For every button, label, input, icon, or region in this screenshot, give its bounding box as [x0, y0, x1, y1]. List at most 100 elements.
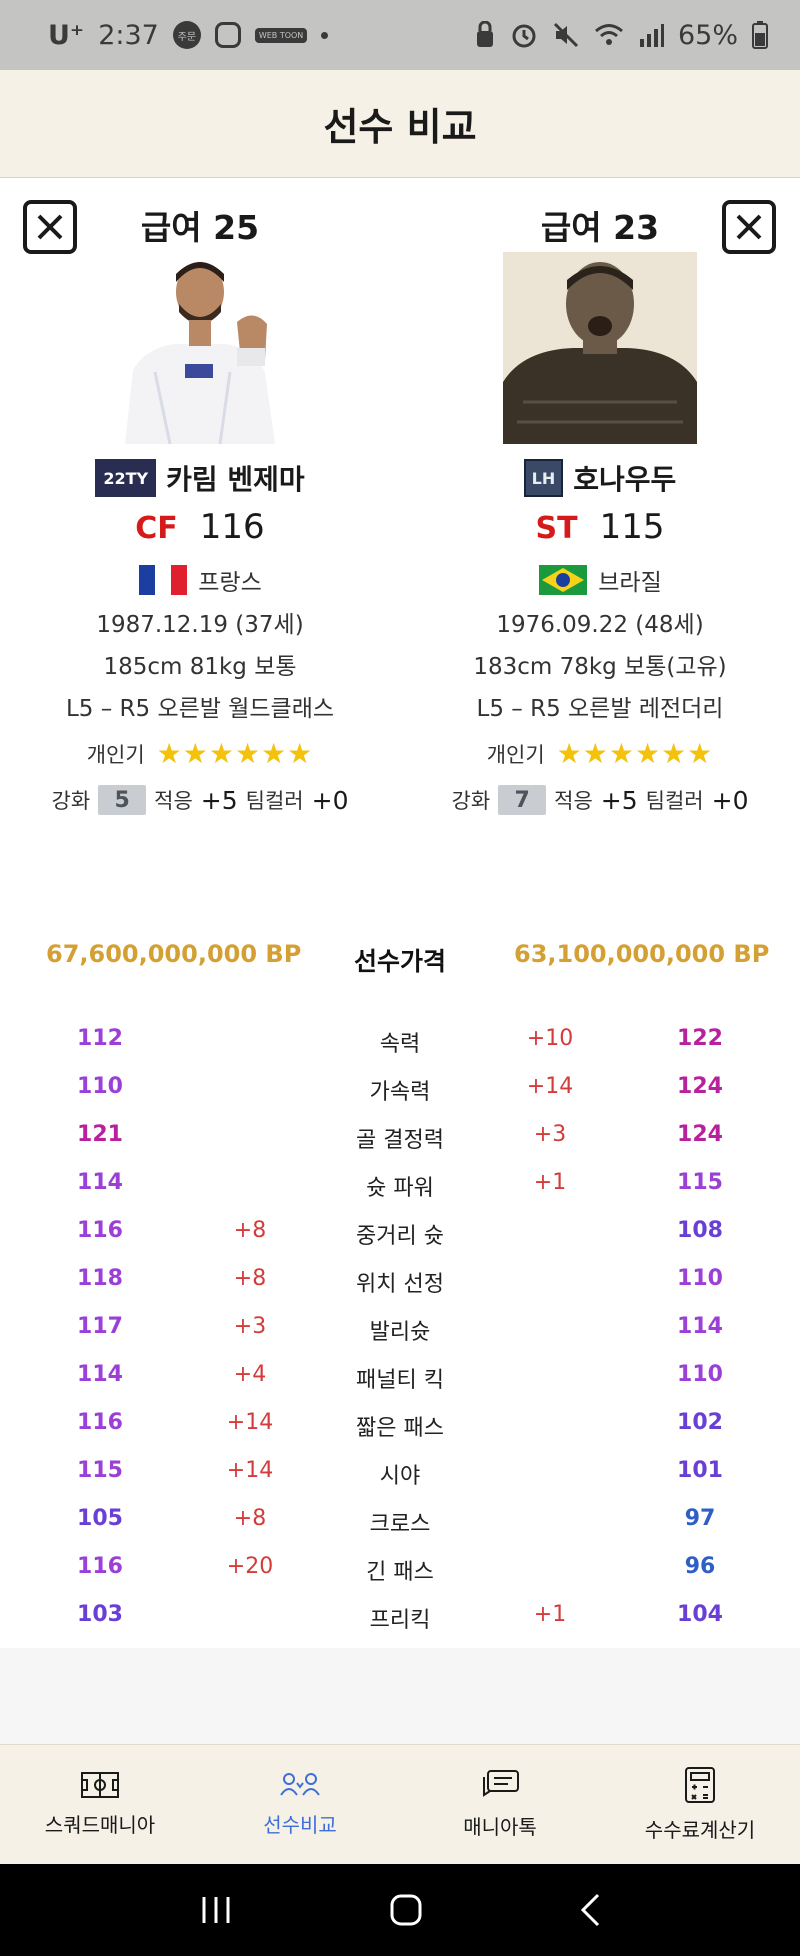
- right-stat-value: 101: [677, 1458, 723, 1483]
- recent-apps-icon[interactable]: [198, 1895, 234, 1925]
- position: CF: [135, 511, 178, 546]
- left-player-price: 67,600,000,000 BP: [46, 940, 302, 968]
- skill-label: 개인기: [86, 742, 145, 767]
- stat-name: 위치 선정: [356, 1272, 444, 1297]
- stat-row: 116 +14 짧은 패스 102: [0, 1402, 800, 1450]
- left-stat-bonus: +14: [226, 1458, 274, 1483]
- carrier-label: U⁺: [48, 19, 85, 51]
- signal-icon: [639, 24, 664, 47]
- mute-icon: [553, 22, 579, 48]
- close-icon: [736, 214, 762, 240]
- stat-name: 발리슛: [369, 1320, 431, 1345]
- back-icon[interactable]: [578, 1893, 602, 1927]
- teamcolor-value[interactable]: +0: [711, 785, 749, 815]
- left-stat-bonus: +8: [233, 1218, 267, 1243]
- left-stat-bonus: +8: [233, 1266, 267, 1291]
- left-stat-bonus: +14: [226, 1410, 274, 1435]
- skill-stars: ★★★★★★: [156, 737, 314, 770]
- position: ST: [535, 511, 578, 546]
- remove-right-player-button[interactable]: [722, 200, 776, 254]
- right-stat-value: 96: [684, 1554, 716, 1579]
- player-photo[interactable]: [125, 252, 275, 444]
- right-stat-value: 110: [677, 1362, 723, 1387]
- france-flag-icon: [139, 565, 188, 595]
- nav-compare-players[interactable]: 선수비교: [200, 1745, 400, 1864]
- upgrade-level[interactable]: 5: [98, 785, 147, 815]
- season-badge: LH: [523, 459, 564, 497]
- right-stat-value: 124: [677, 1074, 723, 1099]
- left-stat-value: 115: [77, 1458, 123, 1483]
- stat-row: 105 +8 크로스 97: [0, 1498, 800, 1546]
- adapt-value[interactable]: +5: [200, 785, 238, 815]
- right-stat-bonus: +14: [526, 1074, 574, 1099]
- stat-name: 긴 패스: [366, 1560, 434, 1585]
- nation: 브라질: [598, 570, 662, 596]
- left-stat-value: 110: [77, 1074, 123, 1099]
- home-icon[interactable]: [389, 1893, 423, 1927]
- stat-name: 짧은 패스: [356, 1416, 444, 1441]
- nav-label: 선수비교: [263, 1813, 337, 1837]
- close-icon: [37, 214, 63, 240]
- overall-rating: 115: [599, 507, 665, 547]
- nation: 프랑스: [198, 570, 262, 596]
- stat-row: 114 +4 패널티 킥 110: [0, 1354, 800, 1402]
- stat-name: 골 결정력: [356, 1128, 444, 1153]
- right-player-price: 63,100,000,000 BP: [514, 940, 770, 968]
- more-notifications-icon: [321, 31, 329, 39]
- left-stat-value: 116: [77, 1410, 123, 1435]
- left-stat-bonus: +20: [226, 1554, 274, 1579]
- chat-icon: [483, 1770, 519, 1797]
- salary: 급여 23: [540, 208, 660, 247]
- left-stat-value: 116: [77, 1554, 123, 1579]
- nav-squad-mania[interactable]: 스쿼드매니아: [0, 1745, 200, 1864]
- nav-fee-calculator[interactable]: 수수료계산기: [600, 1745, 800, 1864]
- player-name: 호나우두: [573, 463, 677, 496]
- teamcolor-value[interactable]: +0: [311, 785, 349, 815]
- battery-charging-icon: [752, 21, 768, 49]
- calculator-icon: [685, 1767, 715, 1803]
- left-stat-value: 112: [77, 1026, 123, 1051]
- left-stat-value: 105: [77, 1506, 123, 1531]
- upgrade-label: 강화: [51, 789, 91, 813]
- right-stat-bonus: +10: [526, 1026, 574, 1051]
- brazil-flag-icon: [539, 565, 588, 595]
- player-photo[interactable]: [503, 252, 697, 444]
- right-stat-value: 97: [684, 1506, 716, 1531]
- notification-badge-icon: 주문: [172, 21, 201, 49]
- nav-mania-talk[interactable]: 매니아톡: [400, 1745, 600, 1864]
- instagram-icon: [214, 22, 241, 48]
- foot-info: L5 – R5 오른발 레전더리: [476, 696, 724, 722]
- price-label: 선수가격: [353, 947, 446, 976]
- adapt-label: 적응: [154, 789, 193, 813]
- stat-row: 116 +8 중거리 슛 108: [0, 1210, 800, 1258]
- body-info: 185cm 81kg 보통: [103, 654, 297, 680]
- price-row: 67,600,000,000 BP 선수가격 63,100,000,000 BP: [0, 940, 800, 984]
- right-stat-value: 114: [677, 1314, 723, 1339]
- stat-row: 110 가속력 +14 124: [0, 1066, 800, 1114]
- right-stat-bonus: +3: [533, 1122, 567, 1147]
- upgrade-label: 강화: [451, 789, 491, 813]
- stat-row: 115 +14 시야 101: [0, 1450, 800, 1498]
- pitch-icon: [81, 1772, 119, 1798]
- skill-label: 개인기: [486, 742, 545, 767]
- left-stat-value: 114: [77, 1362, 123, 1387]
- skill-stars: ★★★★★★: [556, 737, 714, 770]
- stat-name: 패널티 킥: [356, 1368, 444, 1393]
- wifi-icon: [595, 24, 623, 45]
- stat-name: 속력: [379, 1032, 421, 1057]
- right-stat-value: 124: [677, 1122, 723, 1147]
- stat-name: 가속력: [369, 1080, 431, 1105]
- teamcolor-label: 팀컬러: [645, 789, 704, 813]
- adapt-value[interactable]: +5: [600, 785, 638, 815]
- stat-row: 117 +3 발리슛 114: [0, 1306, 800, 1354]
- upgrade-level[interactable]: 7: [498, 785, 547, 815]
- right-stat-value: 115: [677, 1170, 723, 1195]
- birthdate: 1987.12.19 (37세): [96, 612, 304, 638]
- compare-players-icon: [280, 1773, 320, 1796]
- right-stat-value: 122: [677, 1026, 723, 1051]
- remove-left-player-button[interactable]: [23, 200, 77, 254]
- left-stat-value: 117: [77, 1314, 123, 1339]
- salary: 급여 25: [140, 208, 260, 247]
- left-stat-bonus: +4: [233, 1362, 267, 1387]
- left-stat-value: 118: [77, 1266, 123, 1291]
